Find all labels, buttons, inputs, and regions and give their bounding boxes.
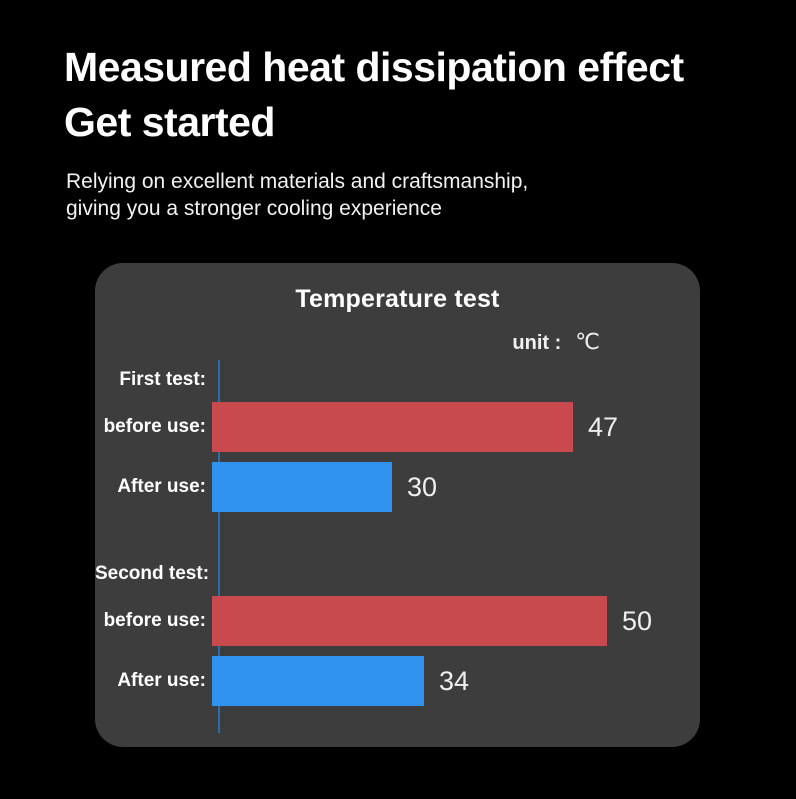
bar-track: 50	[212, 596, 700, 646]
bar-row-label: After use:	[117, 476, 206, 497]
chart-rows: First test: before use: 47 After use: 30…	[95, 358, 700, 706]
bar-row-label: After use:	[117, 670, 206, 691]
unit-prefix: unit :	[512, 332, 562, 354]
bar-value: 47	[588, 411, 619, 442]
bar-row: before use: 47	[95, 402, 700, 452]
group-label-row: Second test:	[95, 552, 700, 596]
bar	[212, 656, 424, 706]
bar-track	[212, 552, 700, 596]
page-subtitle-line2: giving you a stronger cooling experience	[66, 197, 442, 220]
bar-value: 34	[439, 665, 470, 696]
chart-panel: Temperature test unit : ℃ First test: bef…	[95, 263, 700, 747]
bar	[212, 596, 607, 646]
bar-track: 47	[212, 402, 700, 452]
bar	[212, 462, 392, 512]
bar-row: After use: 30	[95, 462, 700, 512]
bar-value: 50	[622, 605, 653, 636]
unit-symbol: ℃	[575, 329, 600, 354]
bar-track	[212, 358, 700, 402]
group-label: First test:	[119, 369, 206, 390]
bar-row-label: before use:	[103, 416, 206, 437]
bar-row: After use: 34	[95, 656, 700, 706]
page-title-line2: Get started	[64, 99, 275, 145]
bar-chart: First test: before use: 47 After use: 30…	[95, 358, 700, 733]
page-subtitle-line1: Relying on excellent materials and craft…	[66, 170, 529, 193]
chart-title: Temperature test	[295, 285, 500, 313]
group-label: Second test:	[95, 563, 210, 584]
page-title-line1: Measured heat dissipation effect	[64, 44, 684, 90]
value-axis-line	[218, 360, 220, 733]
bar-row-label: before use:	[103, 610, 206, 631]
bar-track: 34	[212, 656, 700, 706]
unit-label: unit : ℃	[95, 329, 700, 355]
bar-row: before use: 50	[95, 596, 700, 646]
bar-value: 30	[407, 471, 438, 502]
page-subtitle: Relying on excellent materials and craft…	[66, 168, 528, 222]
bar-track: 30	[212, 462, 700, 512]
group-label-row: First test:	[95, 358, 700, 402]
page-title: Measured heat dissipation effect Get sta…	[64, 40, 684, 150]
bar	[212, 402, 573, 452]
